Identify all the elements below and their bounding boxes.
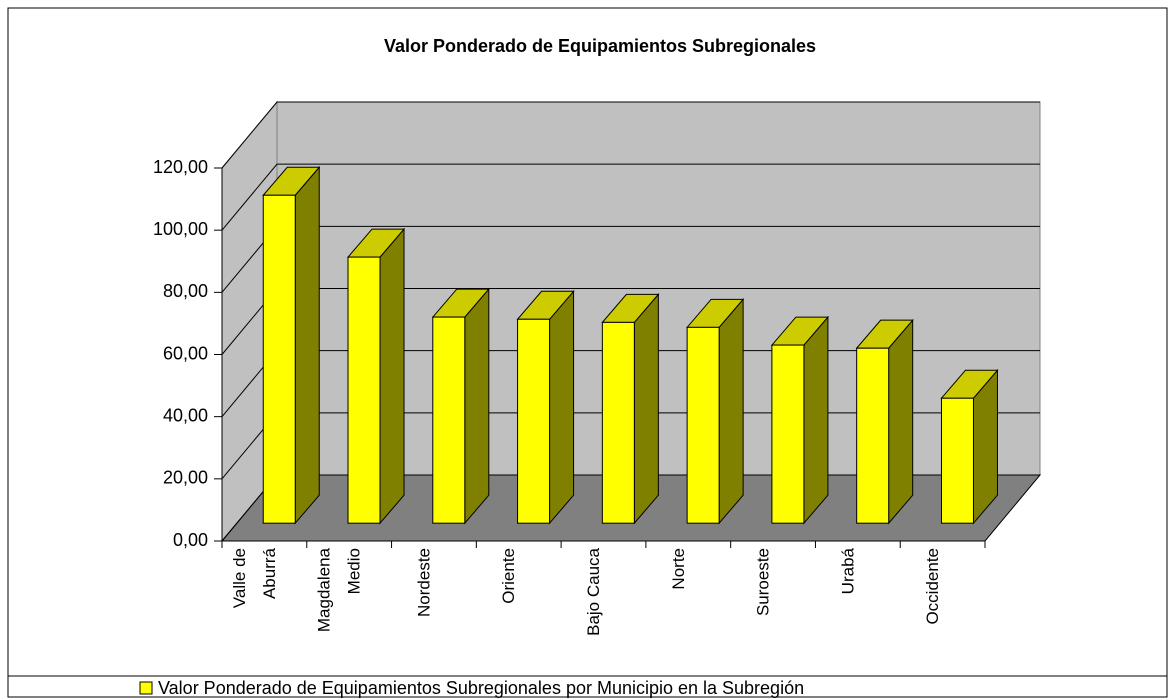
- y-tick-label: 80,00: [163, 281, 208, 301]
- bar: [686, 326, 720, 524]
- y-tick-label: 100,00: [153, 219, 208, 239]
- bar: [262, 194, 296, 524]
- grid-line: [221, 163, 1040, 231]
- bar: [856, 347, 890, 524]
- y-tick-label: 40,00: [163, 405, 208, 425]
- bar-side: [294, 165, 320, 525]
- bar-side: [803, 315, 829, 525]
- bar-side: [888, 318, 914, 525]
- bar-side: [718, 298, 744, 525]
- bar: [601, 321, 635, 524]
- y-tick-label: 120,00: [153, 157, 208, 177]
- y-tick-label: 60,00: [163, 343, 208, 363]
- x-tick-label: Medio: [345, 548, 364, 594]
- y-tick-label: 0,00: [173, 530, 208, 550]
- x-tick-label: Suroeste: [754, 548, 773, 616]
- bar: [432, 316, 466, 524]
- bar-side: [549, 289, 575, 525]
- x-tick-label: Valle de: [230, 548, 249, 608]
- x-tick-label: Oriente: [499, 548, 518, 604]
- bar-side: [379, 227, 405, 525]
- x-tick-label: Nordeste: [414, 548, 433, 617]
- bar-side: [633, 293, 659, 525]
- x-tick-label: Urabá: [838, 547, 857, 594]
- legend-swatch: [139, 681, 153, 695]
- x-tick-label: Magdalena: [315, 547, 334, 632]
- grid-line: [221, 101, 1040, 169]
- bar: [940, 397, 974, 524]
- bar: [347, 256, 381, 524]
- chart-title: Valor Ponderado de Equipamientos Subregi…: [384, 36, 816, 56]
- bar: [771, 344, 805, 524]
- x-tick-label: Bajo Cauca: [584, 547, 603, 635]
- legend-label: Valor Ponderado de Equipamientos Subregi…: [158, 678, 804, 698]
- x-tick-label: Occidente: [923, 548, 942, 625]
- x-tick-label: Norte: [669, 548, 688, 590]
- x-tick-label: Aburrá: [260, 547, 279, 599]
- bar-side: [464, 287, 490, 525]
- bar: [517, 318, 551, 524]
- y-tick-label: 20,00: [163, 468, 208, 488]
